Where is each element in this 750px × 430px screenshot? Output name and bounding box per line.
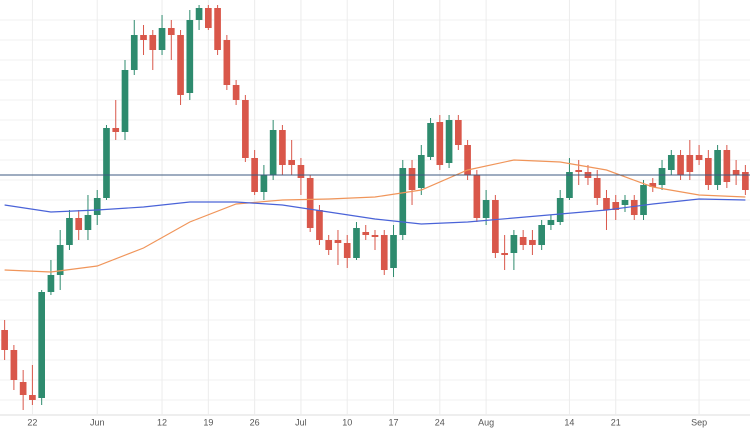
candle-body xyxy=(167,28,175,35)
candle-body xyxy=(742,172,749,190)
x-tick-label: 17 xyxy=(389,417,399,427)
candle-body xyxy=(547,220,555,225)
candle-body xyxy=(75,218,83,230)
candle-body xyxy=(297,165,305,178)
candle-body xyxy=(343,243,351,258)
x-tick-label: 24 xyxy=(435,417,445,427)
candle-body xyxy=(177,35,184,95)
candle-body xyxy=(667,155,675,170)
candle-body xyxy=(417,155,425,188)
candle-body xyxy=(510,235,518,253)
candle-body xyxy=(677,155,684,175)
candle-body xyxy=(436,122,444,165)
candle-body xyxy=(214,8,221,50)
x-tick-label: Aug xyxy=(478,417,494,427)
candle-body xyxy=(158,28,166,50)
x-tick-label: Jul xyxy=(295,417,307,427)
candle-body xyxy=(408,168,416,190)
candle-body xyxy=(84,215,92,230)
x-tick-label: 21 xyxy=(611,417,621,427)
candle-body xyxy=(130,35,138,70)
candle-body xyxy=(501,253,508,255)
candle-body xyxy=(121,70,129,132)
candle-body xyxy=(640,185,647,215)
candle-body xyxy=(306,178,314,228)
candle-body xyxy=(566,172,573,198)
candle-body xyxy=(473,175,481,218)
candle-body xyxy=(29,395,36,400)
candle-body xyxy=(56,245,64,275)
candle-body xyxy=(714,150,721,185)
moving-average-line xyxy=(4,159,746,273)
candle-body xyxy=(186,20,194,93)
candle-body xyxy=(195,8,203,20)
candle-body xyxy=(140,35,147,40)
candle-body xyxy=(603,198,610,210)
candle-body xyxy=(695,155,703,160)
candle-body xyxy=(399,168,407,235)
candle-body xyxy=(93,198,101,215)
candle-body xyxy=(288,160,295,165)
candle-body xyxy=(38,292,45,398)
candle-body xyxy=(149,35,157,50)
candle-body xyxy=(649,183,657,187)
x-tick-label: 26 xyxy=(250,417,260,427)
candle-body xyxy=(19,382,27,395)
candle-body xyxy=(316,210,323,240)
candle-body xyxy=(325,240,333,250)
candle-body xyxy=(575,170,583,172)
x-tick-label: 12 xyxy=(157,417,167,427)
candle-body xyxy=(112,128,120,132)
candle-body xyxy=(260,175,268,192)
candle-body xyxy=(205,8,212,28)
x-tick-label: 22 xyxy=(27,417,37,427)
candle-body xyxy=(538,225,545,245)
candle-body xyxy=(103,128,110,198)
candle-body xyxy=(519,237,527,245)
candle-body xyxy=(612,202,620,210)
candle-body xyxy=(630,200,638,215)
candle-body xyxy=(362,232,370,235)
candle-body xyxy=(658,168,666,185)
x-tick-label: Jun xyxy=(90,417,105,427)
candle-body xyxy=(482,200,490,218)
candle-body xyxy=(66,218,73,245)
candle-body xyxy=(232,85,240,100)
candle-body xyxy=(556,198,564,222)
candle-body xyxy=(529,240,536,245)
candle-body xyxy=(371,235,379,237)
candle-body xyxy=(705,158,712,185)
candle-body xyxy=(464,145,471,175)
candle-body xyxy=(455,120,462,145)
candle-body xyxy=(334,240,342,243)
candle-body xyxy=(621,200,629,205)
candle-body xyxy=(353,228,360,258)
candle-body xyxy=(279,130,286,165)
candle-body xyxy=(427,123,434,157)
x-tick-label: 19 xyxy=(203,417,213,427)
candle-body xyxy=(723,150,731,182)
candle-body xyxy=(492,200,499,253)
candle-body xyxy=(686,155,694,172)
x-tick-label: Sep xyxy=(691,417,707,427)
candle-body xyxy=(732,170,740,175)
candle-body xyxy=(593,178,601,198)
candle-body xyxy=(269,130,277,175)
moving-average-line xyxy=(4,198,746,225)
candle-body xyxy=(1,330,8,350)
candle-body xyxy=(380,235,388,270)
candle-body xyxy=(47,275,55,292)
candle-body xyxy=(445,120,453,163)
candle-body xyxy=(10,350,18,380)
x-tick-label: 10 xyxy=(342,417,352,427)
candle-body xyxy=(223,40,231,85)
x-tick-label: 14 xyxy=(564,417,574,427)
candle-body xyxy=(390,235,397,268)
candle-body xyxy=(242,100,249,158)
